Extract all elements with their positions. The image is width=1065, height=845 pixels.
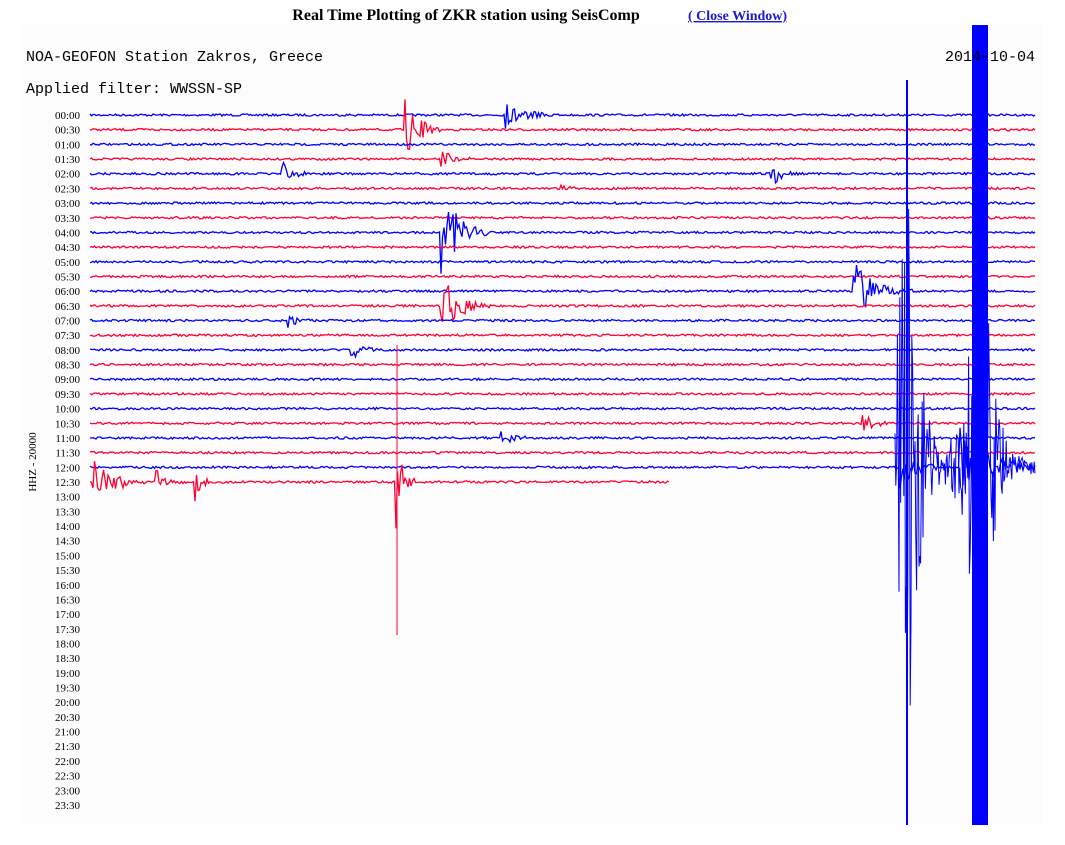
time-label: 03:30 xyxy=(55,213,81,225)
date-label: 2014-10-04 xyxy=(945,49,1035,66)
event-band xyxy=(972,25,988,825)
time-label: 05:00 xyxy=(55,257,81,269)
trace xyxy=(89,377,1036,382)
time-label: 22:30 xyxy=(55,771,81,783)
trace xyxy=(89,160,1036,185)
trace xyxy=(89,391,1036,397)
time-label: 03:00 xyxy=(55,198,81,210)
trace xyxy=(89,99,1036,151)
trace xyxy=(89,431,1035,444)
trace xyxy=(89,200,1036,206)
time-label: 13:00 xyxy=(55,492,81,504)
time-label: 00:30 xyxy=(55,125,81,137)
page-title: Real Time Plotting of ZKR station using … xyxy=(292,7,640,24)
close-window-link[interactable]: ( Close Window) xyxy=(688,9,787,24)
time-label: 23:30 xyxy=(55,800,81,812)
trace xyxy=(89,315,1036,328)
time-label: 18:00 xyxy=(55,638,81,650)
time-label: 19:00 xyxy=(55,668,81,680)
time-label: 22:00 xyxy=(55,756,81,768)
trace xyxy=(89,183,1036,191)
time-label: 15:30 xyxy=(55,565,81,577)
time-label: 17:00 xyxy=(55,609,81,621)
time-label: 04:00 xyxy=(55,227,81,239)
time-label: 17:30 xyxy=(55,624,81,636)
time-label: 21:00 xyxy=(55,727,81,739)
traces xyxy=(89,25,1036,825)
trace xyxy=(89,333,1036,338)
time-label: 21:30 xyxy=(55,741,81,753)
time-label: 07:00 xyxy=(55,316,81,328)
trace xyxy=(89,461,670,529)
time-label: 02:00 xyxy=(55,169,81,181)
trace xyxy=(89,285,1036,322)
trace xyxy=(89,427,1036,489)
trace xyxy=(90,212,1036,274)
trace xyxy=(89,450,1036,455)
trace xyxy=(89,362,1036,367)
time-label: 16:30 xyxy=(55,594,81,606)
trace xyxy=(89,274,1036,279)
time-label: 10:00 xyxy=(55,404,81,416)
time-label: 19:30 xyxy=(55,683,81,695)
time-labels: 00:00 00:30 01:00 01:30 02:00 02:30 03:00 03:30… xyxy=(55,110,81,812)
time-label: 08:30 xyxy=(55,360,81,372)
time-label: 07:30 xyxy=(55,330,81,342)
trace xyxy=(89,244,1036,250)
time-label: 12:30 xyxy=(55,477,81,489)
time-label: 06:00 xyxy=(55,286,81,298)
filter-label: Applied filter: WWSSN-SP xyxy=(26,81,242,98)
trace xyxy=(89,215,1036,220)
time-label: 20:30 xyxy=(55,712,81,724)
time-label: 16:00 xyxy=(55,580,81,592)
trace xyxy=(89,142,1036,147)
station-label: NOA-GEOFON Station Zakros, Greece xyxy=(26,49,323,66)
event-trace xyxy=(894,208,1036,706)
time-label: 10:30 xyxy=(55,418,81,430)
time-label: 08:00 xyxy=(55,345,81,357)
time-label: 11:30 xyxy=(55,448,80,460)
time-label: 02:30 xyxy=(55,183,81,195)
time-label: 09:30 xyxy=(55,389,81,401)
time-label: 15:00 xyxy=(55,550,81,562)
time-label: 13:30 xyxy=(55,506,81,518)
time-label: 20:00 xyxy=(55,697,81,709)
time-label: 00:00 xyxy=(55,110,81,122)
trace xyxy=(89,259,1036,264)
time-label: 23:00 xyxy=(55,785,81,797)
trace xyxy=(89,151,1036,167)
time-label: 11:00 xyxy=(55,433,80,445)
trace xyxy=(89,415,1036,431)
time-label: 14:30 xyxy=(55,536,81,548)
time-label: 12:00 xyxy=(55,462,81,474)
trace xyxy=(89,265,1036,309)
channel-label: HHZ - 20000 xyxy=(27,432,39,492)
trace xyxy=(89,406,1036,411)
time-label: 01:30 xyxy=(55,154,81,166)
time-label: 18:30 xyxy=(55,653,81,665)
time-label: 14:00 xyxy=(55,521,81,533)
time-label: 01:00 xyxy=(55,139,81,151)
time-label: 06:30 xyxy=(55,301,81,313)
trace xyxy=(89,104,1036,129)
time-label: 09:00 xyxy=(55,374,81,386)
time-label: 04:30 xyxy=(55,242,81,254)
time-label: 05:30 xyxy=(55,271,81,283)
trace xyxy=(89,345,1036,359)
